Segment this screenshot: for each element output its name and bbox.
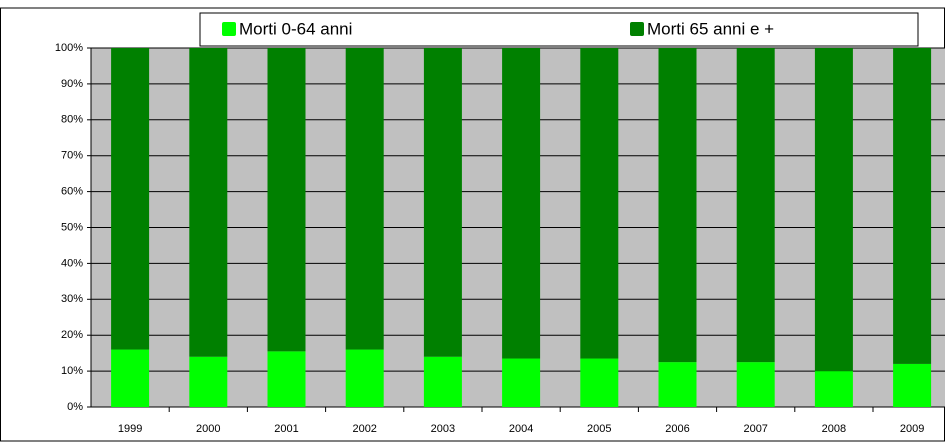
- bar-segment: [893, 363, 932, 407]
- bar-segment: [189, 356, 228, 407]
- bar-segment: [345, 48, 384, 350]
- bar-segment: [502, 358, 541, 407]
- bar-segment: [267, 48, 306, 352]
- x-tick-label: 2009: [900, 423, 924, 435]
- y-tick-label: 0%: [67, 401, 83, 413]
- legend-label: Morti 0-64 anni: [239, 19, 352, 38]
- legend-swatch: [630, 22, 644, 36]
- bar-segment: [736, 48, 775, 363]
- x-tick-label: 2006: [665, 423, 689, 435]
- bar-segment: [893, 48, 932, 364]
- legend-swatch: [222, 22, 236, 36]
- bar-segment: [814, 371, 853, 407]
- y-tick-label: 50%: [61, 221, 83, 233]
- x-tick-label: 2002: [352, 423, 376, 435]
- bar-segment: [423, 356, 462, 407]
- y-tick-label: 60%: [61, 186, 83, 198]
- x-tick-label: 2003: [431, 423, 455, 435]
- bar-segment: [502, 48, 541, 359]
- y-tick-label: 70%: [61, 150, 83, 162]
- y-tick-label: 80%: [61, 114, 83, 126]
- bar-segment: [814, 48, 853, 372]
- bar-segment: [580, 48, 619, 359]
- x-tick-label: 2001: [274, 423, 298, 435]
- bar-segment: [111, 48, 150, 350]
- x-tick-label: 2004: [509, 423, 533, 435]
- bar-segment: [658, 48, 697, 363]
- x-tick-label: 2007: [743, 423, 767, 435]
- bar-segment: [189, 48, 228, 357]
- bar-segment: [580, 358, 619, 407]
- bar-segment: [111, 349, 150, 407]
- y-tick-label: 10%: [61, 365, 83, 377]
- y-tick-label: 20%: [61, 329, 83, 341]
- legend-label: Morti 65 anni e +: [647, 19, 774, 38]
- x-tick-label: 2000: [196, 423, 220, 435]
- x-tick-label: 1999: [118, 423, 142, 435]
- bar-segment: [736, 362, 775, 407]
- y-tick-label: 90%: [61, 78, 83, 90]
- x-tick-label: 2005: [587, 423, 611, 435]
- bar-segment: [658, 362, 697, 407]
- y-tick-label: 30%: [61, 293, 83, 305]
- y-tick-label: 100%: [55, 42, 83, 54]
- bar-segment: [423, 48, 462, 357]
- y-tick-label: 40%: [61, 257, 83, 269]
- bar-segment: [267, 351, 306, 407]
- bar-segment: [345, 349, 384, 407]
- x-tick-label: 2008: [822, 423, 846, 435]
- legend-box: [199, 12, 919, 47]
